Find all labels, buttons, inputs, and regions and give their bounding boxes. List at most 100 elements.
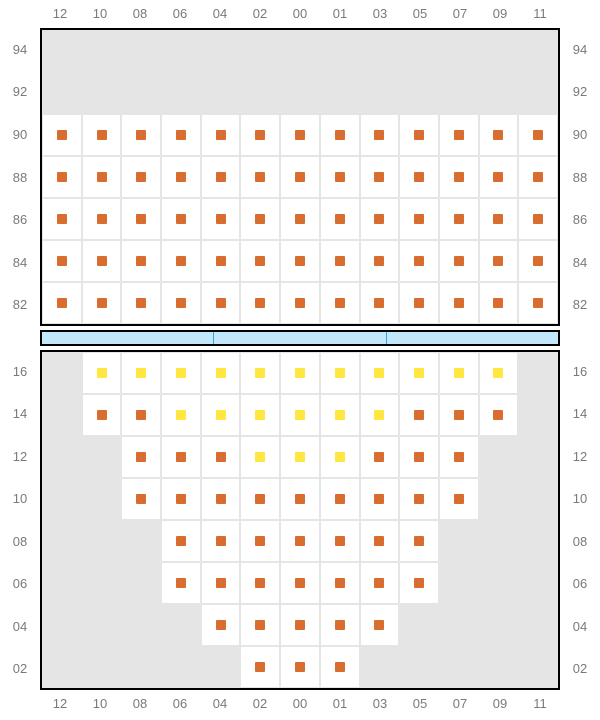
seat-cell[interactable] (42, 198, 82, 240)
seat-cell[interactable] (280, 562, 320, 604)
seat-cell[interactable] (360, 562, 400, 604)
seat-cell[interactable] (42, 114, 82, 156)
seat-cell[interactable] (201, 198, 241, 240)
seat-cell[interactable] (161, 198, 201, 240)
seat-cell[interactable] (82, 352, 122, 394)
seat-cell[interactable] (201, 156, 241, 198)
seat-cell[interactable] (201, 562, 241, 604)
seat-cell[interactable] (201, 436, 241, 478)
seat-cell[interactable] (240, 520, 280, 562)
seat-cell[interactable] (320, 436, 360, 478)
seat-cell[interactable] (280, 436, 320, 478)
seat-cell[interactable] (82, 114, 122, 156)
seat-cell[interactable] (399, 156, 439, 198)
seat-cell[interactable] (201, 282, 241, 324)
seat-cell[interactable] (201, 604, 241, 646)
seat-cell[interactable] (518, 282, 558, 324)
seat-cell[interactable] (240, 240, 280, 282)
seat-cell[interactable] (439, 114, 479, 156)
seat-cell[interactable] (479, 156, 519, 198)
seat-cell[interactable] (320, 198, 360, 240)
seat-cell[interactable] (280, 352, 320, 394)
seat-cell[interactable] (280, 282, 320, 324)
seat-cell[interactable] (121, 156, 161, 198)
seat-cell[interactable] (320, 562, 360, 604)
seat-cell[interactable] (360, 394, 400, 436)
seat-cell[interactable] (439, 198, 479, 240)
seat-cell[interactable] (42, 156, 82, 198)
seat-cell[interactable] (439, 394, 479, 436)
seat-cell[interactable] (360, 478, 400, 520)
seat-cell[interactable] (201, 352, 241, 394)
seat-cell[interactable] (121, 240, 161, 282)
seat-cell[interactable] (280, 604, 320, 646)
seat-cell[interactable] (360, 282, 400, 324)
seat-cell[interactable] (399, 114, 439, 156)
seat-cell[interactable] (201, 240, 241, 282)
seat-cell[interactable] (439, 352, 479, 394)
seat-cell[interactable] (240, 198, 280, 240)
seat-cell[interactable] (161, 282, 201, 324)
seat-cell[interactable] (320, 478, 360, 520)
seat-cell[interactable] (82, 282, 122, 324)
seat-cell[interactable] (479, 394, 519, 436)
seat-cell[interactable] (439, 282, 479, 324)
seat-cell[interactable] (240, 646, 280, 688)
seat-cell[interactable] (161, 520, 201, 562)
seat-cell[interactable] (121, 478, 161, 520)
seat-cell[interactable] (240, 156, 280, 198)
seat-cell[interactable] (201, 394, 241, 436)
seat-cell[interactable] (399, 240, 439, 282)
seat-cell[interactable] (439, 240, 479, 282)
seat-cell[interactable] (479, 198, 519, 240)
seat-cell[interactable] (360, 240, 400, 282)
seat-cell[interactable] (399, 352, 439, 394)
seat-cell[interactable] (121, 198, 161, 240)
seat-cell[interactable] (479, 282, 519, 324)
seat-cell[interactable] (399, 562, 439, 604)
seat-cell[interactable] (320, 520, 360, 562)
seat-cell[interactable] (280, 156, 320, 198)
seat-cell[interactable] (161, 156, 201, 198)
seat-cell[interactable] (479, 114, 519, 156)
seat-cell[interactable] (439, 436, 479, 478)
seat-cell[interactable] (161, 352, 201, 394)
seat-cell[interactable] (360, 604, 400, 646)
seat-cell[interactable] (82, 198, 122, 240)
seat-cell[interactable] (280, 240, 320, 282)
seat-cell[interactable] (121, 282, 161, 324)
seat-cell[interactable] (360, 436, 400, 478)
seat-cell[interactable] (399, 478, 439, 520)
seat-cell[interactable] (399, 198, 439, 240)
seat-cell[interactable] (360, 156, 400, 198)
seat-cell[interactable] (121, 394, 161, 436)
seat-cell[interactable] (360, 352, 400, 394)
seat-cell[interactable] (42, 282, 82, 324)
seat-cell[interactable] (280, 198, 320, 240)
seat-cell[interactable] (320, 282, 360, 324)
seat-cell[interactable] (121, 114, 161, 156)
seat-cell[interactable] (161, 562, 201, 604)
seat-cell[interactable] (201, 520, 241, 562)
seat-cell[interactable] (518, 198, 558, 240)
seat-cell[interactable] (201, 114, 241, 156)
seat-cell[interactable] (518, 114, 558, 156)
seat-cell[interactable] (280, 646, 320, 688)
seat-cell[interactable] (280, 394, 320, 436)
seat-cell[interactable] (161, 436, 201, 478)
seat-cell[interactable] (240, 436, 280, 478)
seat-cell[interactable] (161, 394, 201, 436)
seat-cell[interactable] (320, 240, 360, 282)
seat-cell[interactable] (82, 240, 122, 282)
seat-cell[interactable] (240, 478, 280, 520)
seat-cell[interactable] (82, 156, 122, 198)
seat-cell[interactable] (240, 604, 280, 646)
seat-cell[interactable] (82, 394, 122, 436)
seat-cell[interactable] (121, 436, 161, 478)
seat-cell[interactable] (399, 282, 439, 324)
seat-cell[interactable] (518, 240, 558, 282)
seat-cell[interactable] (42, 240, 82, 282)
seat-cell[interactable] (399, 436, 439, 478)
seat-cell[interactable] (320, 604, 360, 646)
seat-cell[interactable] (320, 114, 360, 156)
